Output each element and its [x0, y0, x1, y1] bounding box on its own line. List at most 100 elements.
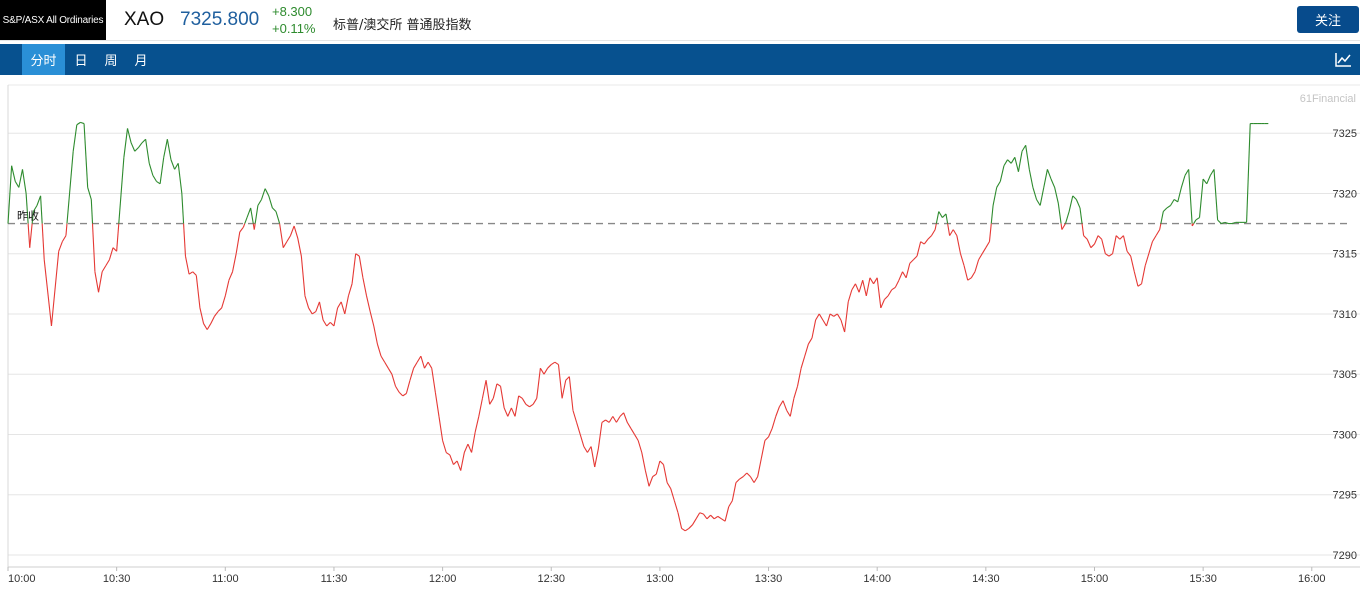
grid — [7, 84, 1360, 568]
price-segment — [1054, 187, 1059, 204]
price-segment — [105, 259, 110, 267]
price-segment — [847, 289, 853, 303]
price-segment — [641, 452, 646, 471]
price-segment — [945, 213, 949, 224]
price-segment — [145, 139, 150, 164]
price-segment — [967, 277, 972, 281]
price-segment — [184, 256, 190, 275]
price-segment — [510, 407, 516, 417]
price-segment — [97, 271, 103, 293]
price-segment — [1086, 239, 1092, 248]
price-segment — [87, 187, 92, 200]
price-segment — [1028, 169, 1034, 188]
y-tick-label: 7325 — [1333, 128, 1357, 140]
price-segment — [206, 323, 212, 330]
price-segment — [456, 460, 462, 471]
price-segment — [959, 253, 965, 266]
price-segment — [318, 301, 324, 321]
price-segment — [905, 263, 911, 278]
price-segment — [706, 514, 711, 520]
price-segment — [156, 180, 161, 185]
x-axis-labels: 10:00 10:30 11:00 11:30 12:00 12:30 13:00 13:30… — [7, 567, 1326, 585]
price-segment — [1108, 253, 1113, 257]
price-segment — [326, 321, 331, 327]
price-segment — [938, 211, 943, 218]
price-segment — [1060, 223, 1063, 230]
last-price: 7325.800 — [180, 9, 260, 30]
price-segment — [1072, 195, 1077, 200]
price-segment — [101, 265, 107, 273]
tab-weekly[interactable]: 周 — [104, 54, 118, 69]
price-segment — [21, 169, 27, 194]
x-tick-label: 10:00 — [8, 573, 36, 585]
price-segment — [254, 205, 259, 224]
tab-intraday[interactable]: 分时 — [22, 44, 65, 75]
price-segment — [854, 283, 860, 293]
price-segment — [721, 518, 726, 522]
price-segment — [340, 301, 346, 315]
price-segment — [416, 355, 422, 363]
price-segment — [1202, 178, 1208, 185]
price-segment — [1050, 178, 1056, 188]
intraday-chart: 61Financial 7290 7295 7300 7305 7310 7315 7320… — [7, 84, 1360, 585]
price-segment — [934, 223, 937, 230]
price-segment — [529, 403, 534, 408]
price-segment — [684, 527, 690, 532]
watermark: 61Financial — [1300, 93, 1356, 105]
tab-daily[interactable]: 日 — [74, 54, 88, 69]
price-segment — [1119, 235, 1124, 240]
price-segment — [768, 428, 773, 438]
line-chart-icon[interactable] — [1326, 44, 1360, 75]
price-segment — [586, 446, 592, 453]
price-segment — [192, 271, 197, 276]
price-segment — [829, 313, 835, 317]
price-segment — [688, 524, 693, 529]
quote-header: S&P/ASX All Ordinaries XAO 7325.800 +8.3… — [0, 0, 1360, 41]
price-segment — [43, 259, 53, 327]
price-segment — [344, 295, 349, 315]
price-segment — [525, 403, 530, 408]
price-segment — [1159, 223, 1162, 230]
price-segment — [1036, 199, 1041, 206]
price-segment — [65, 223, 68, 236]
price-segment — [702, 513, 708, 520]
price-segment — [40, 195, 43, 224]
price-segment — [90, 199, 94, 224]
price-segment — [554, 361, 559, 366]
price-segment — [471, 431, 476, 453]
price-segment — [11, 165, 16, 182]
y-tick-label: 7300 — [1333, 429, 1357, 441]
price-segment — [183, 223, 187, 257]
price-segment — [988, 223, 992, 242]
price-segment — [844, 301, 849, 333]
price-segment — [760, 440, 766, 459]
price-segment — [329, 321, 335, 327]
price-segment — [1213, 169, 1219, 220]
price-segment — [29, 223, 33, 248]
price-segment — [615, 416, 621, 423]
price-segment — [224, 280, 230, 296]
price-segment — [985, 241, 990, 248]
prev-close-label: 昨收 — [17, 209, 39, 223]
price-segment — [978, 253, 983, 261]
price-segment — [916, 241, 922, 257]
price-segment — [31, 211, 34, 224]
price-segment — [1068, 195, 1074, 212]
price-segment — [257, 199, 262, 206]
price-segment — [840, 319, 846, 333]
price-segment — [434, 392, 440, 417]
price-segment — [1126, 250, 1132, 257]
price-segment — [746, 472, 751, 478]
price-segment — [275, 211, 281, 224]
price-segment — [355, 253, 360, 257]
price-segment — [253, 223, 256, 230]
price-segment — [833, 313, 838, 317]
price-segment — [1014, 157, 1019, 172]
price-segment — [996, 181, 1001, 188]
tab-monthly[interactable]: 月 — [134, 54, 148, 69]
price-segment — [619, 412, 625, 417]
price-segment — [815, 313, 820, 321]
price-segment — [655, 460, 661, 475]
follow-button[interactable]: 关注 — [1297, 6, 1359, 33]
price-segment — [956, 235, 962, 254]
